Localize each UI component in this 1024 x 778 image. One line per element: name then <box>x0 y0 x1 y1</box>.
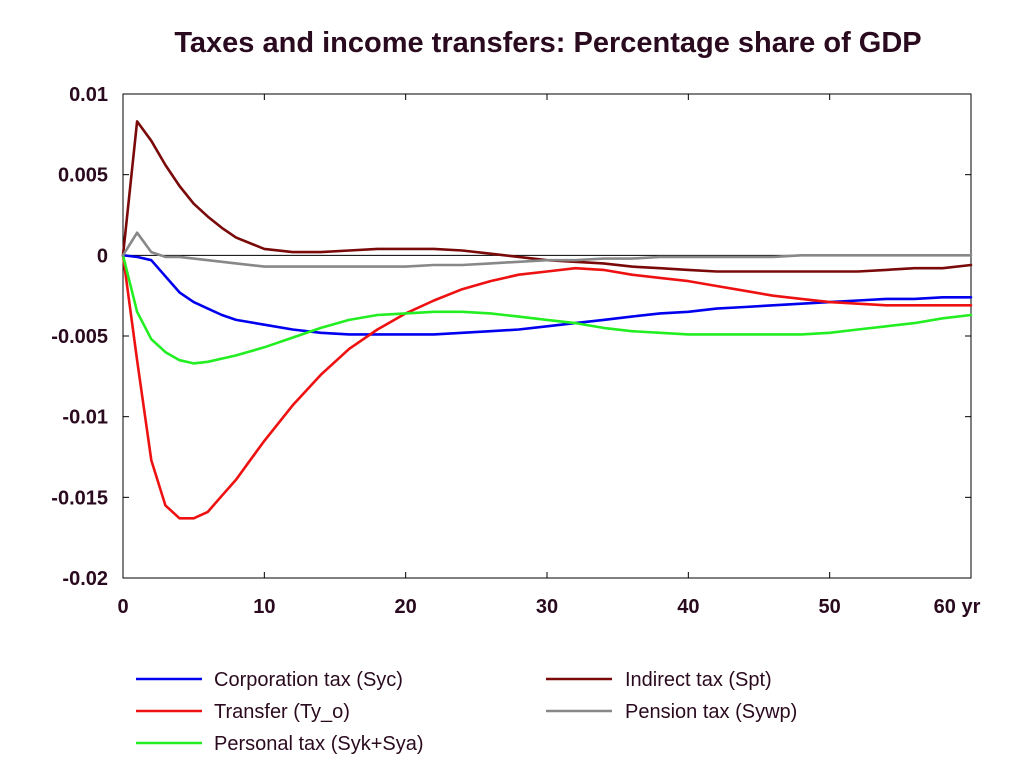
y-tick-label: -0.01 <box>62 407 108 429</box>
y-tick-label: 0.005 <box>58 165 108 187</box>
legend: Corporation tax (Syc) Transfer (Ty_o) Pers… <box>136 669 797 755</box>
legend-label: Transfer (Ty_o) <box>214 701 350 723</box>
x-tick-label: 0 <box>117 596 128 618</box>
chart-title: Taxes and income transfers: Percentage s… <box>174 27 921 59</box>
y-tick-label: 0 <box>97 245 108 267</box>
y-tick-label: -0.005 <box>51 326 108 348</box>
legend-label: Indirect tax (Spt) <box>625 669 772 691</box>
legend-label: Personal tax (Syk+Sya) <box>214 733 424 755</box>
series-line-personal-tax-syk-sya <box>121 254 973 365</box>
series-line-indirect-tax-spt <box>121 120 973 273</box>
x-tick-label: 50 <box>819 596 841 618</box>
plot-frame <box>122 93 972 579</box>
legend-label: Corporation tax (Syc) <box>214 669 403 691</box>
y-tick-label: 0.01 <box>69 84 108 106</box>
y-tick-label: -0.015 <box>51 487 108 509</box>
series-line-corporation-tax-syc <box>121 254 973 336</box>
plot-area: 0.01 0.005 0 -0.005 -0.01 -0.015 -0.02 0 10 20 30 4… <box>51 84 980 618</box>
series-line-pension-tax-sywp <box>121 231 973 268</box>
x-tick-label: 30 <box>536 596 558 618</box>
y-tick-label: -0.02 <box>62 568 108 590</box>
x-tick-label: 10 <box>253 596 275 618</box>
x-tick-label: 60 yr <box>934 596 981 618</box>
series-line-transfer-ty-o <box>121 254 973 520</box>
x-tick-label: 20 <box>395 596 417 618</box>
x-tick-label: 40 <box>677 596 699 618</box>
legend-label: Pension tax (Sywp) <box>625 701 797 723</box>
